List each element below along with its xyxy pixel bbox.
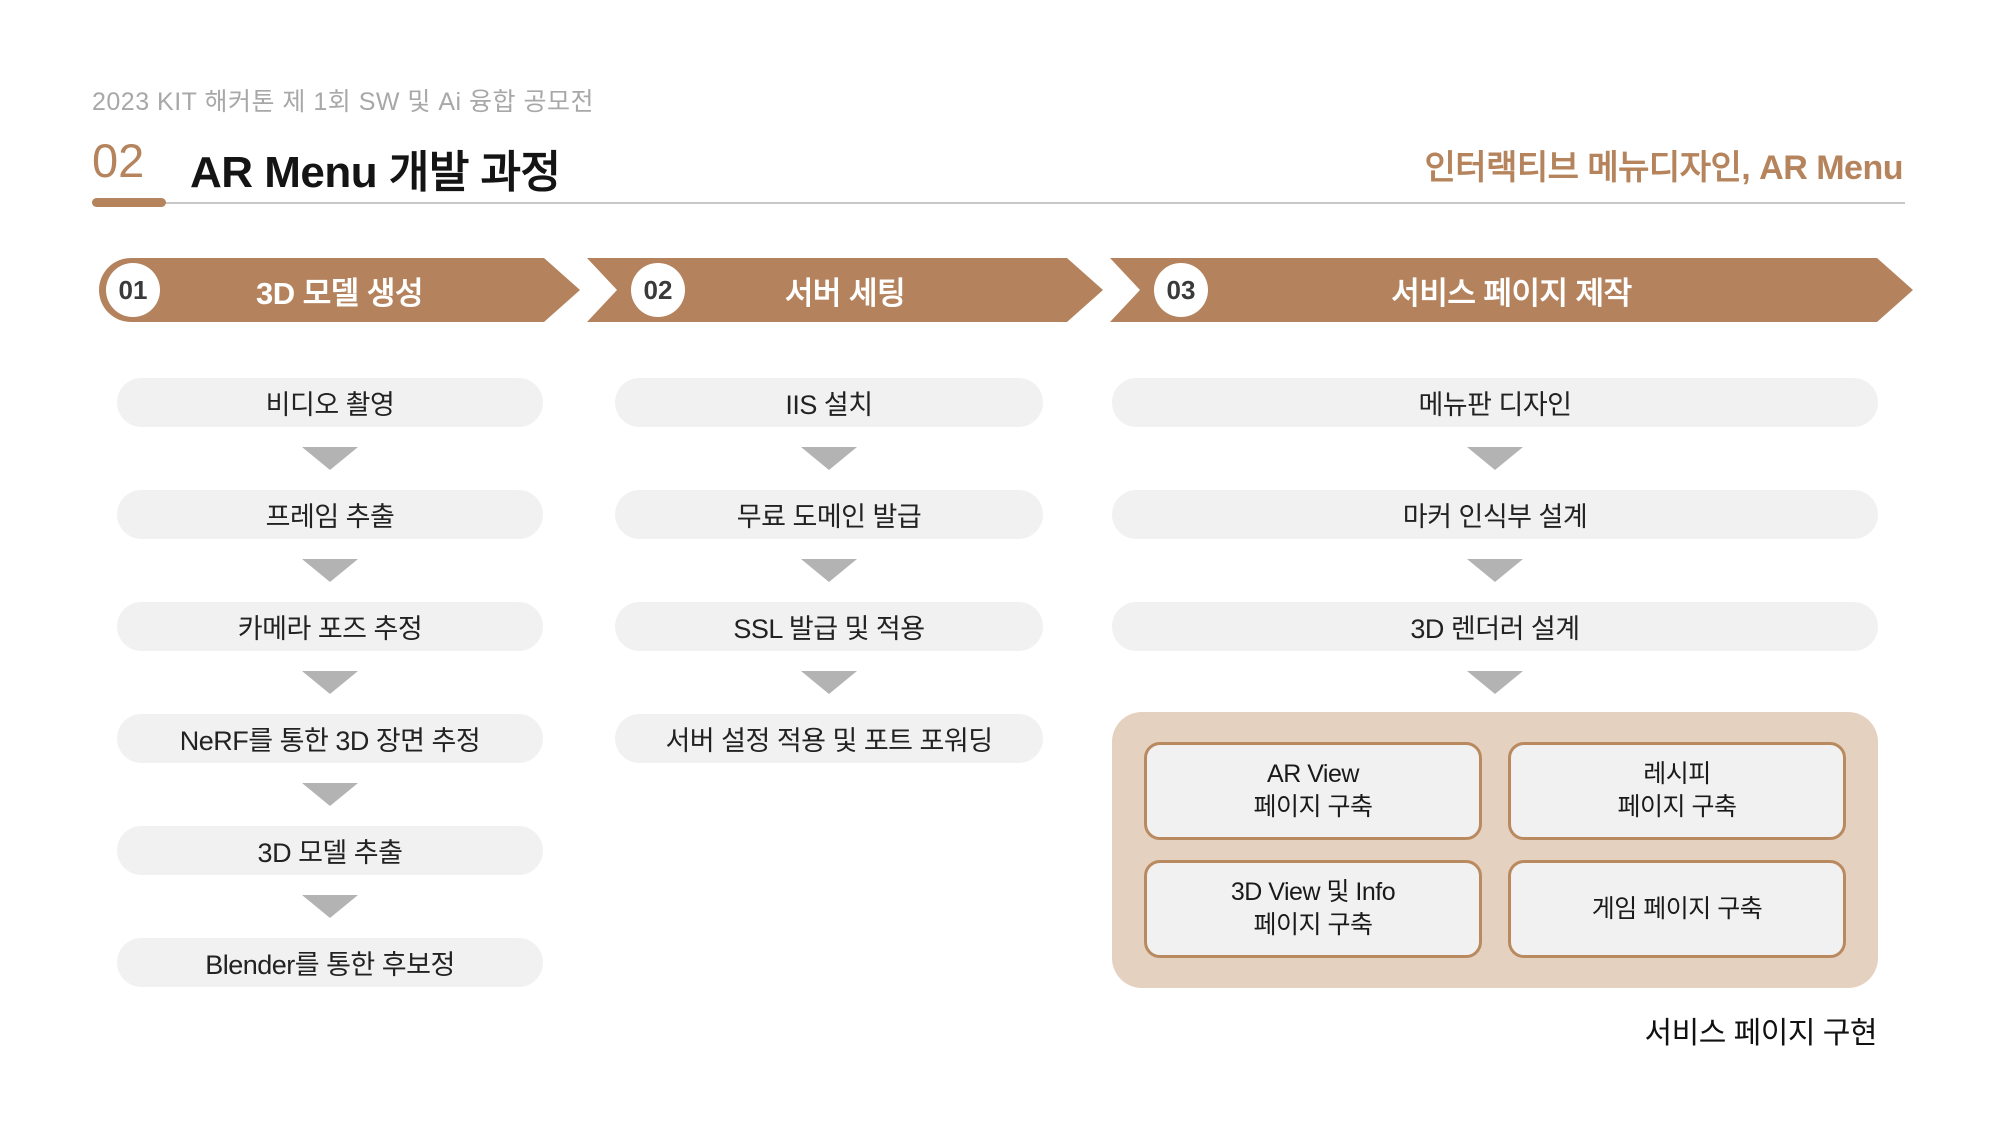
down-arrow-icon — [801, 671, 857, 694]
down-arrow-icon — [302, 895, 358, 918]
card-text-line: 페이지 구축 — [1253, 793, 1373, 821]
step-pill: SSL 발급 및 적용 — [615, 602, 1043, 651]
arrow-banner-shape — [99, 258, 580, 322]
down-arrow-icon — [302, 671, 358, 694]
card-text-line: 게임 페이지 구축 — [1591, 894, 1763, 923]
stage-number-badge: 02 — [631, 263, 685, 317]
step-pill: 메뉴판 디자인 — [1112, 378, 1878, 427]
down-arrow-icon — [302, 559, 358, 582]
stage-1-steps: 비디오 촬영 프레임 추출 카메라 포즈 추정 NeRF를 통한 3D 장면 추… — [117, 378, 543, 990]
step-pill: IIS 설치 — [615, 378, 1043, 427]
arrow-banner-shape — [1110, 258, 1913, 322]
service-pages-box: AR View 페이지 구축 레시피 페이지 구축 3D View 및 Info… — [1112, 712, 1878, 988]
step-pill: Blender를 통한 후보정 — [117, 938, 543, 987]
card-text-line: 페이지 구축 — [1253, 911, 1373, 939]
down-arrow-icon — [302, 447, 358, 470]
step-pill: 마커 인식부 설계 — [1112, 490, 1878, 539]
down-arrow-icon — [1467, 447, 1523, 470]
step-pill: 3D 렌더러 설계 — [1112, 602, 1878, 651]
service-page-card-game: 게임 페이지 구축 — [1508, 860, 1846, 958]
stage-banner-1: 01 3D 모델 생성 — [99, 258, 580, 322]
step-pill: 서버 설정 적용 및 포트 포워딩 — [615, 714, 1043, 763]
header-divider-accent — [92, 198, 166, 207]
step-pill: 3D 모델 추출 — [117, 826, 543, 875]
service-pages-caption: 서비스 페이지 구현 — [1644, 1017, 1878, 1050]
header-divider — [92, 202, 1905, 204]
card-text-line: 페이지 구축 — [1617, 793, 1737, 821]
down-arrow-icon — [302, 783, 358, 806]
service-page-card-3d-view-info: 3D View 및 Info 페이지 구축 — [1144, 860, 1482, 958]
stage-3-steps: 메뉴판 디자인 마커 인식부 설계 3D 렌더러 설계 AR View 페이지 … — [1112, 378, 1878, 990]
page-title: AR Menu 개발 과정 — [190, 148, 561, 197]
card-text-line: 3D View 및 Info — [1230, 878, 1396, 906]
down-arrow-icon — [1467, 671, 1523, 694]
card-text-line: 레시피 — [1643, 760, 1711, 788]
step-pill: 무료 도메인 발급 — [615, 490, 1043, 539]
service-page-card-ar-view: AR View 페이지 구축 — [1144, 742, 1482, 840]
stage-banner-3: 03 서비스 페이지 제작 — [1110, 258, 1913, 322]
stage-title: 서비스 페이지 제작 — [1391, 275, 1632, 311]
step-pill: 프레임 추출 — [117, 490, 543, 539]
down-arrow-icon — [801, 447, 857, 470]
subtitle: 인터랙티브 메뉴디자인, AR Menu — [1424, 149, 1904, 187]
stage-2-steps: IIS 설치 무료 도메인 발급 SSL 발급 및 적용 서버 설정 적용 및 … — [615, 378, 1043, 990]
step-pill: NeRF를 통한 3D 장면 추정 — [117, 714, 543, 763]
stage-number-badge: 01 — [106, 263, 160, 317]
section-number: 02 — [92, 134, 145, 187]
service-page-card-recipe: 레시피 페이지 구축 — [1508, 742, 1846, 840]
stage-title: 서버 세팅 — [784, 275, 906, 311]
arrow-banner-shape — [587, 258, 1103, 322]
step-pill: 비디오 촬영 — [117, 378, 543, 427]
down-arrow-icon — [801, 559, 857, 582]
event-eyebrow: 2023 KIT 해커톤 제 1회 SW 및 Ai 융합 공모전 — [92, 88, 594, 116]
down-arrow-icon — [1467, 559, 1523, 582]
step-pill: 카메라 포즈 추정 — [117, 602, 543, 651]
stage-title: 3D 모델 생성 — [256, 275, 423, 311]
stage-banner-2: 02 서버 세팅 — [587, 258, 1103, 322]
card-text-line: AR View — [1267, 760, 1359, 788]
stage-number-badge: 03 — [1154, 263, 1208, 317]
